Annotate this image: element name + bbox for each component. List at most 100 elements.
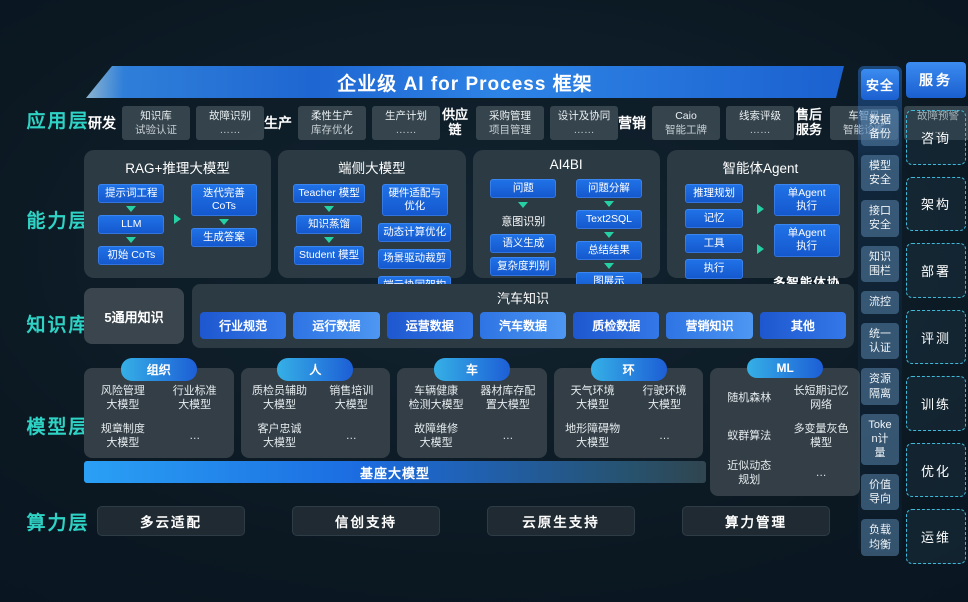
flow-node: Student 模型 (294, 246, 365, 266)
knowledge-pill: 行业规范 (200, 312, 287, 339)
arrow-down-icon (603, 201, 614, 208)
flow-node: 单Agent 执行 (773, 184, 840, 217)
security-item: 模型安全 (861, 154, 899, 192)
compute-box: 算力管理 (682, 506, 830, 536)
model-item: 器材库存配 置大模型 (480, 385, 536, 412)
model-group-organization: 组织 风险管理 大模型 行业标准 大模型 规章制度 大模型 … (84, 358, 234, 459)
service-item: 运维 (906, 509, 966, 565)
flow-node: 提示词工程 (98, 184, 165, 204)
security-item: 负载均衡 (861, 519, 899, 556)
security-item: 价值导向 (861, 473, 899, 511)
model-group-pill: 车 (433, 358, 510, 381)
service-item: 训练 (906, 376, 966, 431)
model-group-pill: 人 (277, 358, 354, 381)
model-item: 行业标准 大模型 (172, 385, 217, 412)
app-group-label: 研发 (88, 115, 116, 131)
knowledge-pill: 其他 (759, 312, 846, 339)
security-item: 接口安全 (861, 200, 899, 237)
flow-node: 问题分解 (575, 179, 642, 199)
security-column: 安全 数据备份 模型安全 接口安全 知识围栏 流控 统一认证 资源隔离 Toke… (858, 66, 902, 556)
flow-node: 推理规划 (685, 184, 744, 204)
cap-box-edge-model: 端侧大模型 Teacher 模型 知识蒸馏 Student 模型 硬件适配与 优… (278, 150, 466, 295)
flow-node: 问题 (490, 179, 557, 199)
compute-box: 信创支持 (292, 506, 440, 536)
model-group-environment: 环 天气环境 大模型 行驶环境 大模型 地形障碍物 大模型 … (553, 358, 704, 459)
knowledge-general-box: 5通用知识 (84, 288, 184, 344)
cap-box-ai4bi: AI4BI 问题 意图识别 语义生成 复杂度判别 问题分解 Text2SQL 总… (472, 150, 660, 292)
flow-node: 工具 (685, 234, 744, 254)
model-item: … (345, 429, 357, 442)
layer-label-capability: 能力层 (26, 211, 90, 232)
service-item: 评测 (906, 309, 966, 365)
app-feature-box: 设计及协同 …… (550, 105, 618, 141)
flow-node: 总结结果 (575, 241, 642, 261)
app-feature-box: 故障预警 …… (904, 105, 968, 141)
security-item: 数据备份 (861, 109, 899, 146)
security-item: 知识围栏 (861, 245, 899, 283)
security-item: 资源隔离 (861, 368, 899, 405)
cap-box-title: AI4BI (549, 157, 583, 172)
model-item: 长短期记忆 网络 (793, 385, 849, 412)
knowledge-pill: 质检数据 (573, 312, 660, 339)
app-feature-box: 线索评级 …… (726, 105, 794, 141)
app-group-label: 售后服务 (795, 107, 822, 137)
app-feature-box: 采购管理 项目管理 (476, 105, 544, 141)
compute-box: 云原生支持 (487, 506, 635, 536)
app-group-rnd: 研发 知识库 试验认证 故障识别 …… (88, 105, 264, 141)
flow-node: Teacher 模型 (293, 184, 365, 204)
app-group-supply-chain: 供应链 采购管理 项目管理 设计及协同 …… (440, 105, 618, 141)
arrow-down-icon (603, 263, 614, 270)
compute-box: 多云适配 (97, 506, 245, 536)
arrow-down-icon (218, 219, 229, 226)
service-item: 架构 (906, 176, 966, 232)
services-header: 服务 (906, 62, 966, 98)
security-item: 统一认证 (861, 322, 899, 360)
page-title: 企业级 AI for Process 框架 (337, 73, 593, 95)
knowledge-pill: 运营数据 (386, 312, 473, 339)
cap-box-title: RAG+推理大模型 (125, 161, 230, 176)
flow-node: 迭代完善 CoTs (190, 184, 257, 217)
application-layer-row: 研发 知识库 试验认证 故障识别 …… 生产 柔性生产 库存优化 生产计划 ……… (88, 100, 968, 146)
arrow-down-icon (518, 202, 529, 209)
flow-node: 硬件适配与 优化 (381, 184, 448, 217)
title-banner: 企业级 AI for Process 框架 (86, 66, 844, 98)
flow-node: 语义生成 (490, 234, 557, 254)
model-item: 风险管理 大模型 (100, 385, 145, 412)
app-feature-box: Caio 智能工牌 (652, 105, 720, 141)
flow-node: 记忆 (685, 209, 744, 229)
arrow-down-icon (603, 232, 614, 239)
model-item: 地形障碍物 大模型 (565, 422, 621, 449)
model-item: 车辆健康 检测大模型 (408, 385, 464, 412)
capability-layer-row: RAG+推理大模型 提示词工程 LLM 初始 CoTs 迭代完善 CoTs 生成… (84, 150, 854, 309)
model-group-pill: 组织 (120, 358, 197, 381)
cap-box-title: 智能体Agent (722, 161, 799, 176)
app-group-label: 生产 (264, 115, 292, 131)
flow-node: LLM (98, 215, 165, 235)
model-item: 随机森林 (727, 392, 772, 405)
security-header: 安全 (861, 69, 899, 100)
arrow-right-icon (756, 204, 764, 214)
model-group-pill: ML (747, 358, 824, 378)
model-item: … (658, 429, 670, 442)
flow-node: 初始 CoTs (98, 246, 165, 266)
knowledge-pill: 汽车数据 (479, 312, 567, 339)
model-item: … (502, 429, 514, 442)
flow-node: 知识蒸馏 (296, 215, 363, 235)
layer-label-model: 模型层 (26, 417, 90, 438)
model-item: … (189, 429, 201, 442)
flow-node: 动态计算优化 (378, 223, 452, 243)
model-item: 规章制度 大模型 (100, 422, 145, 449)
flow-node: 复杂度判别 (490, 257, 557, 277)
knowledge-pill: 运行数据 (293, 312, 380, 339)
cap-box-rag: RAG+推理大模型 提示词工程 LLM 初始 CoTs 迭代完善 CoTs 生成… (84, 150, 272, 278)
service-item: 优化 (906, 442, 966, 498)
arrow-down-icon (126, 237, 137, 244)
app-group-marketing: 营销 Caio 智能工牌 线索评级 …… (618, 105, 794, 141)
app-feature-box: 故障识别 …… (196, 105, 264, 141)
knowledge-auto-title: 汽车知识 (496, 291, 549, 306)
model-item: 质检员辅助 大模型 (251, 385, 307, 412)
arrow-down-icon (324, 206, 335, 213)
services-column: 服务 咨询 架构 部署 评测 训练 优化 运维 (906, 62, 966, 565)
cap-box-title: 端侧大模型 (338, 161, 406, 176)
